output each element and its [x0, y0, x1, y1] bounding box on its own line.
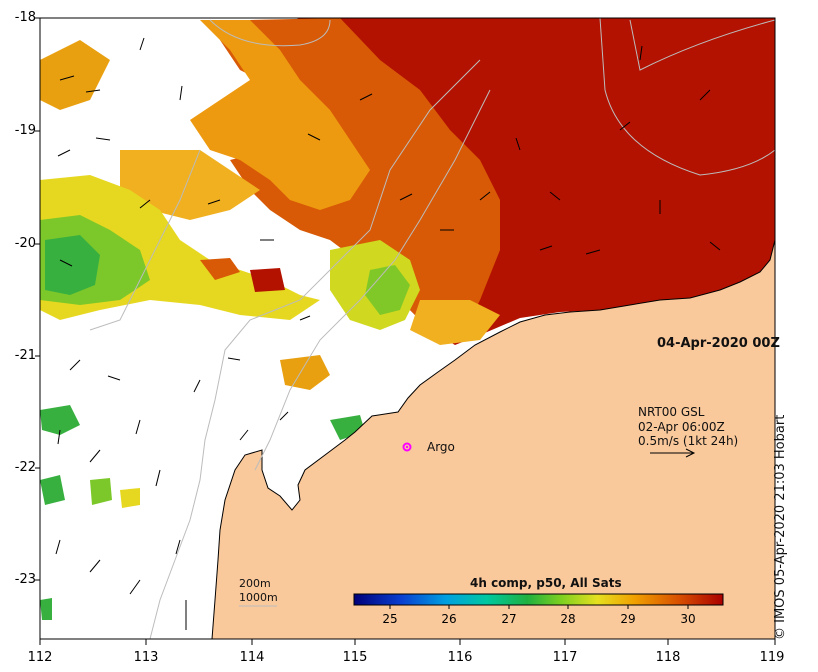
lon-label: 112: [27, 650, 53, 665]
current-scale-arrow: [650, 448, 696, 458]
lon-label: 114: [239, 650, 265, 665]
current-legend-source: NRT00 GSL: [638, 405, 705, 419]
lon-label: 116: [447, 650, 473, 665]
lon-label: 115: [342, 650, 368, 665]
depth-legend-1000: 1000m: [239, 591, 278, 604]
lat-label: -23: [14, 572, 36, 587]
colorbar-tick-label: 29: [620, 612, 636, 626]
lon-label: 119: [759, 650, 785, 665]
colorbar-tick-label: 25: [382, 612, 398, 626]
lat-label: -19: [14, 123, 36, 138]
colorbar-tick-label: 26: [441, 612, 457, 626]
lon-label: 118: [655, 650, 681, 665]
colorbar-ticks: [389, 605, 689, 609]
lat-label: -21: [14, 348, 36, 363]
colorbar-tick-label: 30: [680, 612, 696, 626]
colorbar-tick-label: 27: [501, 612, 517, 626]
sst-field: [40, 18, 775, 639]
lat-label: -18: [14, 10, 36, 25]
depth-legend-200: 200m: [239, 577, 271, 590]
colorbar-tick-label: 28: [560, 612, 576, 626]
lon-label: 117: [552, 650, 578, 665]
axis-ticks: [35, 17, 776, 645]
current-vectors: [55, 37, 721, 630]
lon-label: 113: [133, 650, 159, 665]
colorbar-title: 4h comp, p50, All Sats: [470, 576, 622, 590]
map-timestamp: 04-Apr-2020 00Z: [657, 336, 780, 351]
argo-marker[interactable]: [402, 442, 412, 452]
current-legend-time: 02-Apr 06:00Z: [638, 420, 725, 434]
argo-label: Argo: [427, 440, 455, 454]
lat-label: -22: [14, 460, 36, 475]
plot-frame: [39, 17, 776, 640]
lat-label: -20: [14, 236, 36, 251]
credit-line: © IMOS 05-Apr-2020 21:03 Hobart: [773, 414, 788, 640]
current-legend-scale: 0.5m/s (1kt 24h): [638, 434, 739, 448]
colorbar: [353, 593, 724, 606]
